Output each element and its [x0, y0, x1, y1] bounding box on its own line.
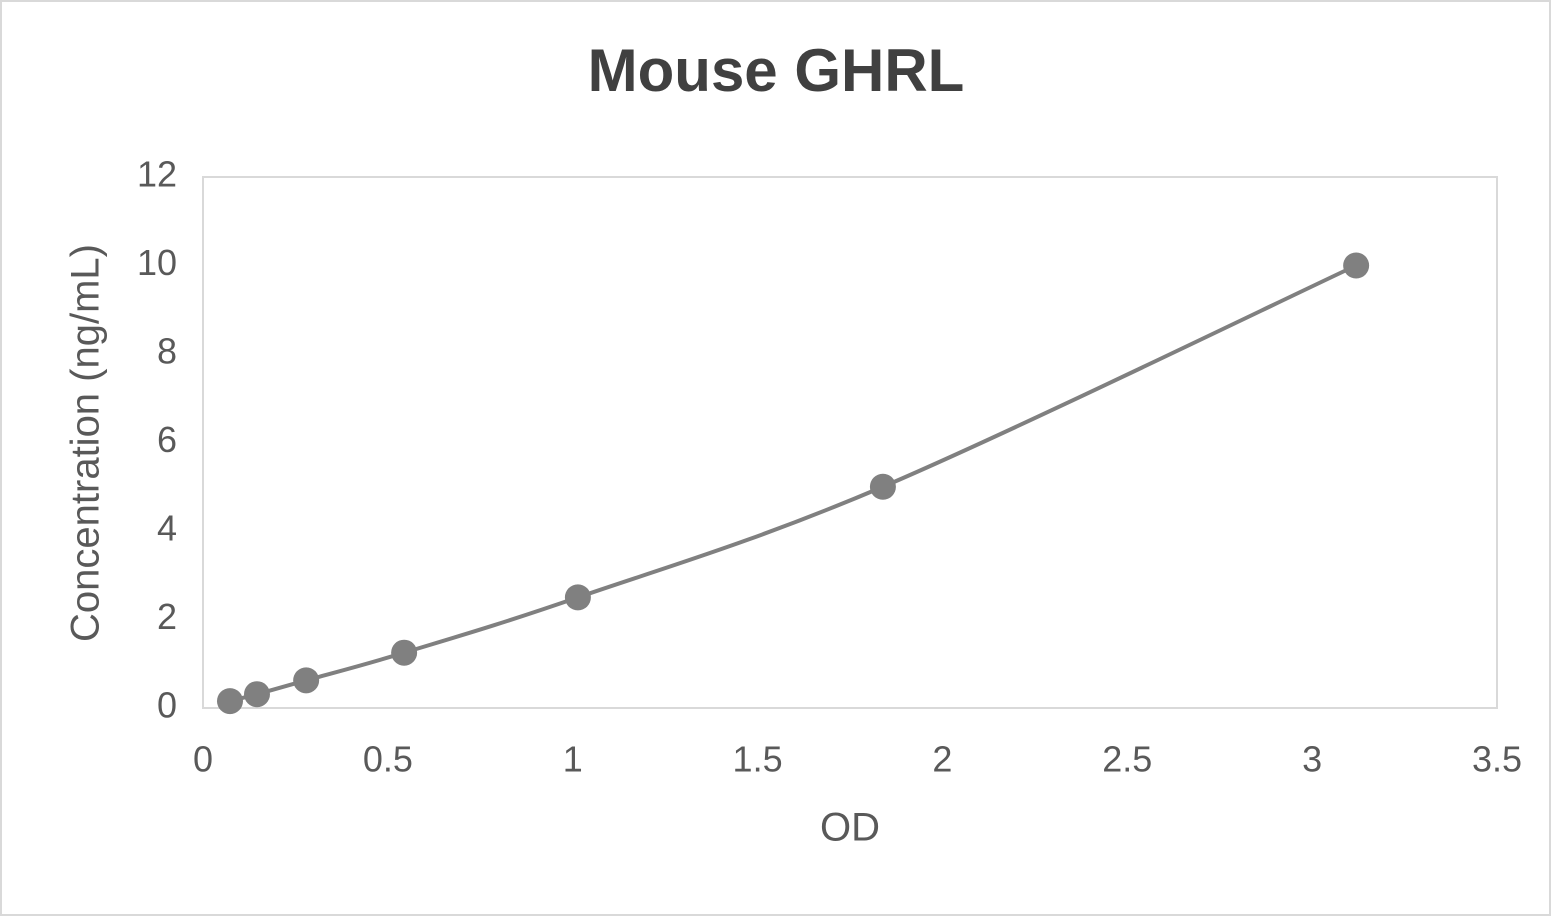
data-point — [216, 688, 243, 715]
data-point — [293, 667, 320, 694]
y-tick-label: 2 — [157, 596, 177, 637]
y-tick-label: 4 — [157, 508, 177, 549]
data-point — [1343, 252, 1370, 279]
chart-title: Mouse GHRL — [588, 37, 965, 104]
data-point — [243, 681, 270, 708]
x-tick-label: 3 — [1302, 739, 1322, 780]
plot-frame — [202, 176, 1498, 709]
x-tick-label: 1 — [563, 739, 583, 780]
y-tick-label: 8 — [157, 331, 177, 372]
y-tick-label: 10 — [137, 242, 177, 283]
x-tick-label: 3.5 — [1472, 739, 1522, 780]
y-tick-label: 12 — [137, 154, 177, 195]
y-tick-label: 0 — [157, 685, 177, 726]
x-tick-label: 0 — [193, 739, 213, 780]
x-tick-label: 2.5 — [1102, 739, 1152, 780]
x-axis-title: OD — [820, 806, 880, 850]
data-point — [869, 473, 896, 500]
data-point — [391, 639, 418, 666]
data-point — [564, 584, 591, 611]
y-axis-title: Concentration (ng/mL) — [64, 244, 108, 642]
y-tick-label: 6 — [157, 419, 177, 460]
x-tick-label: 0.5 — [363, 739, 413, 780]
x-tick-label: 2 — [932, 739, 952, 780]
x-tick-label: 1.5 — [733, 739, 783, 780]
